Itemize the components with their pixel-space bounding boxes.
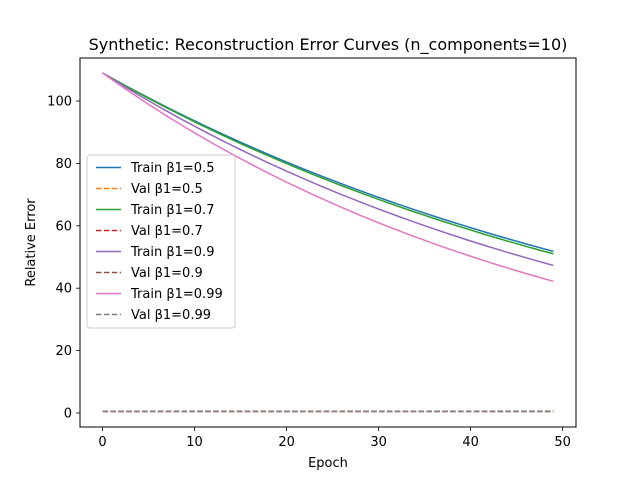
y-tick-label: 100	[47, 95, 72, 110]
x-axis-ticks: 0 10 20 30 40 50	[98, 427, 571, 450]
x-tick-label: 10	[186, 435, 203, 450]
series-line-7	[102, 72, 554, 283]
axes-frame	[79, 57, 577, 428]
legend-label-6: Val β1=0.9	[131, 266, 203, 281]
plot-lines	[102, 72, 554, 413]
legend-label-3: Train β1=0.7	[130, 203, 214, 218]
y-tick-label: 80	[55, 157, 72, 172]
legend: Train β1=0.5 Val β1=0.5 Train β1=0.7 Val β1…	[86, 154, 236, 329]
series-line-5	[102, 72, 554, 267]
series-line-3	[102, 72, 554, 255]
legend-label-4: Val β1=0.7	[131, 224, 203, 239]
x-tick-label: 30	[370, 435, 387, 450]
legend-label-2: Val β1=0.5	[131, 182, 203, 197]
chart-title: Synthetic: Reconstruction Error Curves (…	[89, 35, 568, 55]
legend-label-7: Train β1=0.99	[130, 287, 223, 302]
y-axis-label: Relative Error	[24, 198, 39, 287]
y-tick-label: 60	[55, 219, 72, 234]
legend-box	[86, 154, 236, 329]
legend-label-5: Train β1=0.9	[130, 245, 214, 260]
y-tick-label: 0	[64, 406, 72, 421]
legend-items: Train β1=0.5 Val β1=0.5 Train β1=0.7 Val β1…	[96, 161, 223, 323]
legend-label-8: Val β1=0.99	[131, 308, 211, 323]
x-tick-label: 50	[554, 435, 571, 450]
x-tick-label: 20	[278, 435, 295, 450]
y-axis-ticks: 0 20 40 60 80 100	[47, 95, 80, 421]
x-tick-label: 40	[462, 435, 479, 450]
legend-label-1: Train β1=0.5	[130, 161, 214, 176]
x-tick-label: 0	[98, 435, 106, 450]
x-axis-label: Epoch	[308, 456, 348, 471]
y-tick-label: 40	[55, 282, 72, 297]
y-tick-label: 20	[55, 344, 72, 359]
